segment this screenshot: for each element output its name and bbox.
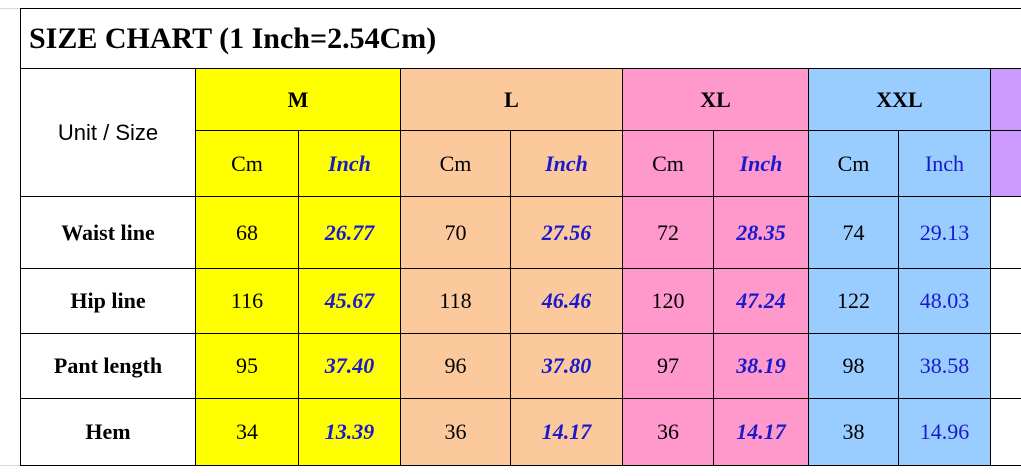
- value-cell: 34: [195, 398, 299, 466]
- value-cell: 45.67: [298, 268, 401, 334]
- value-cell: 29.13: [898, 196, 991, 269]
- row-label: Hem: [20, 398, 196, 466]
- unit-header: Inch: [298, 130, 401, 197]
- size-header: [990, 68, 1021, 131]
- value-cell: 14.17: [713, 398, 809, 466]
- value-cell: 28.35: [713, 196, 809, 269]
- value-cell: 46.46: [510, 268, 623, 334]
- title: SIZE CHART (1 Inch=2.54Cm): [20, 8, 1021, 69]
- value-cell: 74: [808, 196, 899, 269]
- unit-header: Cm: [808, 130, 899, 197]
- value-cell: 14.96: [898, 398, 991, 466]
- value-cell: 72: [622, 196, 714, 269]
- value-cell: 68: [195, 196, 299, 269]
- value-cell: 14.17: [510, 398, 623, 466]
- value-cell: [990, 196, 1021, 269]
- value-cell: 27.56: [510, 196, 623, 269]
- unit-header: Inch: [713, 130, 809, 197]
- unit-header: Inch: [898, 130, 991, 197]
- unit-header: Cm: [622, 130, 714, 197]
- row-label: Waist line: [20, 196, 196, 269]
- value-cell: 38.19: [713, 333, 809, 399]
- value-cell: [990, 268, 1021, 334]
- unit-header: Cm: [400, 130, 511, 197]
- value-cell: 47.24: [713, 268, 809, 334]
- value-cell: 37.80: [510, 333, 623, 399]
- value-cell: 97: [622, 333, 714, 399]
- value-cell: 120: [622, 268, 714, 334]
- corner-header: Unit / Size: [20, 68, 196, 197]
- value-cell: [990, 398, 1021, 466]
- value-cell: 118: [400, 268, 511, 334]
- sheet-line: [0, 8, 20, 9]
- unit-header: Cm: [195, 130, 299, 197]
- value-cell: 95: [195, 333, 299, 399]
- row-label: Hip line: [20, 268, 196, 334]
- value-cell: 122: [808, 268, 899, 334]
- value-cell: 38: [808, 398, 899, 466]
- row-label: Pant length: [20, 333, 196, 399]
- value-cell: 26.77: [298, 196, 401, 269]
- value-cell: 13.39: [298, 398, 401, 466]
- unit-header: Inch: [510, 130, 623, 197]
- value-cell: 116: [195, 268, 299, 334]
- value-cell: 37.40: [298, 333, 401, 399]
- value-cell: 96: [400, 333, 511, 399]
- value-cell: 36: [622, 398, 714, 466]
- unit-header: [990, 130, 1021, 197]
- value-cell: 48.03: [898, 268, 991, 334]
- size-header: M: [195, 68, 401, 131]
- size-header: XL: [622, 68, 809, 131]
- value-cell: 38.58: [898, 333, 991, 399]
- value-cell: 70: [400, 196, 511, 269]
- value-cell: 36: [400, 398, 511, 466]
- value-cell: [990, 333, 1021, 399]
- size-header: L: [400, 68, 623, 131]
- size-header: XXL: [808, 68, 991, 131]
- value-cell: 98: [808, 333, 899, 399]
